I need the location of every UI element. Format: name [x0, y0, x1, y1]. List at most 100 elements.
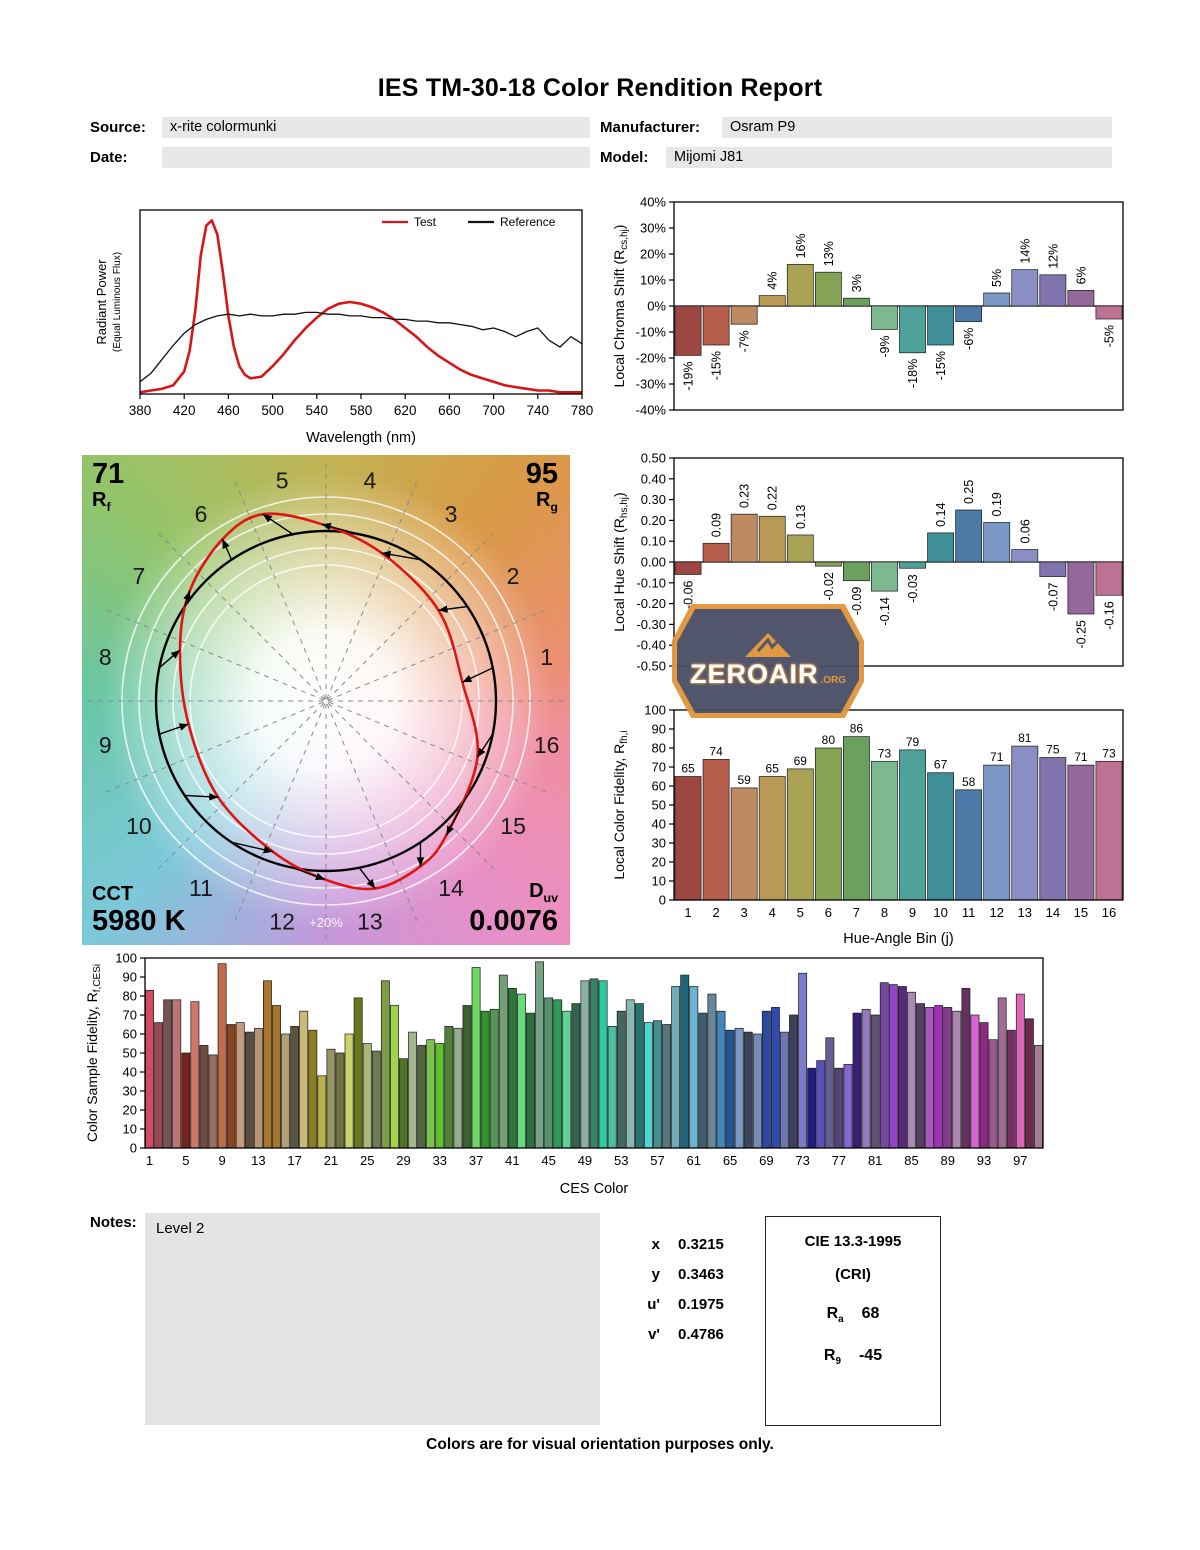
- bar: [580, 980, 590, 1149]
- notes-text: Level 2: [156, 1220, 205, 1237]
- x-tick-label: 1: [146, 1153, 153, 1168]
- y-tick-label: 0.20: [641, 513, 666, 528]
- shift-arrowhead: [416, 857, 425, 867]
- bar-label: 0.14: [934, 503, 948, 527]
- legend-label: Reference: [500, 215, 556, 229]
- bar: [934, 1005, 944, 1149]
- reference-circle: [154, 529, 498, 873]
- watermark-suffix: .ORG: [820, 674, 847, 686]
- bar-label: 0.06: [1018, 519, 1032, 543]
- bar: [743, 1031, 753, 1149]
- bar: [814, 561, 842, 567]
- manufacturer-value: Osram P9: [722, 117, 1112, 138]
- bar: [899, 305, 926, 354]
- bar: [507, 988, 517, 1149]
- reference-curve: [139, 311, 583, 383]
- bar: [344, 1033, 354, 1149]
- source-label: Source:: [90, 119, 146, 136]
- bar-label: 80: [822, 733, 836, 747]
- bar: [730, 305, 758, 325]
- bar: [843, 736, 870, 901]
- y-tick-label: 0: [130, 1141, 137, 1156]
- bar-label: 74: [709, 744, 723, 758]
- bar-label: 79: [906, 735, 920, 749]
- y-axis-title: Local Color Fidelity, Rfh,i: [611, 730, 630, 879]
- bin-number: 5: [276, 467, 289, 493]
- x-tick-label: 580: [350, 403, 373, 418]
- color-vector-graphic: 1 2 3 4 5 6 7 8 9 10 11 12 13 14 15 16 +20% 71 Rf 95 Rg …: [82, 455, 570, 945]
- y-axis-title: Radiant Power: [94, 259, 109, 345]
- bar: [625, 999, 635, 1149]
- bar: [814, 747, 842, 901]
- bar: [1011, 745, 1039, 901]
- y-tick-label: 30: [123, 1084, 137, 1099]
- shift-arrowhead: [222, 539, 230, 549]
- y-tick-label: 0%: [647, 299, 666, 314]
- bar: [1039, 274, 1067, 307]
- x-tick-label: 73: [795, 1153, 809, 1168]
- y-tick-label: 0.00: [641, 555, 666, 570]
- x-tick-label: 41: [505, 1153, 519, 1168]
- cct-value: 5980 K: [92, 904, 186, 937]
- rf-value: 71: [92, 458, 125, 490]
- y-tick-label: -30%: [636, 377, 667, 392]
- bar: [674, 305, 702, 356]
- bar: [562, 1010, 572, 1149]
- bar: [702, 759, 730, 901]
- y-tick-label: 0.10: [641, 534, 666, 549]
- bar: [843, 1064, 853, 1149]
- bar: [780, 1031, 789, 1149]
- bar-label: -6%: [962, 328, 976, 350]
- bar: [1024, 1018, 1034, 1149]
- bar-label: 5%: [990, 269, 1004, 287]
- bar: [752, 1033, 762, 1149]
- bar: [662, 1024, 671, 1149]
- local-hue-shift-chart: -0.50 -0.40 -0.30 -0.20 -0.10 0.00 0.10 0.20 0.3…: [611, 451, 1124, 674]
- bar-label: -18%: [906, 359, 920, 388]
- x-tick-label: 3: [741, 905, 748, 920]
- x-tick-label: 57: [650, 1153, 664, 1168]
- bar: [758, 776, 786, 901]
- bar: [462, 1005, 472, 1149]
- shift-arrowhead: [381, 550, 392, 559]
- bar: [943, 1007, 953, 1149]
- y-tick-label: 50: [123, 1046, 137, 1061]
- bar: [371, 1050, 381, 1149]
- bar: [335, 1052, 345, 1149]
- y-axis-subtitle: (Equal Luminous Flux): [112, 252, 123, 352]
- bin-number: 8: [99, 644, 112, 670]
- axis-box: [144, 957, 1044, 1149]
- bar: [814, 271, 842, 307]
- zeroair-watermark: ZEROAIR .ORG: [672, 604, 864, 718]
- y-axis-title: Local Chroma Shift (Rcs,hj): [611, 225, 630, 388]
- rf-label: Rf: [92, 489, 111, 515]
- bar: [983, 292, 1011, 307]
- bin-number: 10: [126, 813, 152, 839]
- bar-label: -0.16: [1102, 601, 1116, 630]
- bar: [758, 515, 786, 563]
- y-tick-label: 10: [652, 874, 666, 889]
- bar: [208, 1054, 218, 1149]
- y-tick-label: 10: [123, 1122, 137, 1137]
- x-tick-label: 5: [797, 905, 804, 920]
- bar: [734, 1027, 744, 1149]
- chromaticity-row-v: v' 0.4786: [648, 1326, 724, 1343]
- bar: [789, 1014, 798, 1149]
- x-tick-label: 17: [287, 1153, 301, 1168]
- y-tick-label: 30%: [640, 221, 666, 236]
- cri-title: CIE 13.3-1995: [804, 1233, 902, 1250]
- chromaticity-row-u: u' 0.1975: [647, 1296, 724, 1313]
- model-value: Mijomi J81: [666, 147, 1112, 168]
- rg-value: 95: [525, 458, 558, 490]
- x-tick-label: 37: [469, 1153, 483, 1168]
- bar: [643, 1022, 653, 1149]
- x-tick-label: 69: [759, 1153, 773, 1168]
- bar-label: 0.22: [766, 486, 780, 510]
- bar: [471, 967, 481, 1149]
- manufacturer-label: Manufacturer:: [600, 119, 701, 136]
- bar-label: -0.02: [822, 572, 836, 601]
- bar: [435, 1043, 445, 1149]
- bar: [390, 1005, 399, 1149]
- shift-arrowhead: [170, 649, 180, 659]
- cri-ra-row: Ra 68: [827, 1305, 880, 1325]
